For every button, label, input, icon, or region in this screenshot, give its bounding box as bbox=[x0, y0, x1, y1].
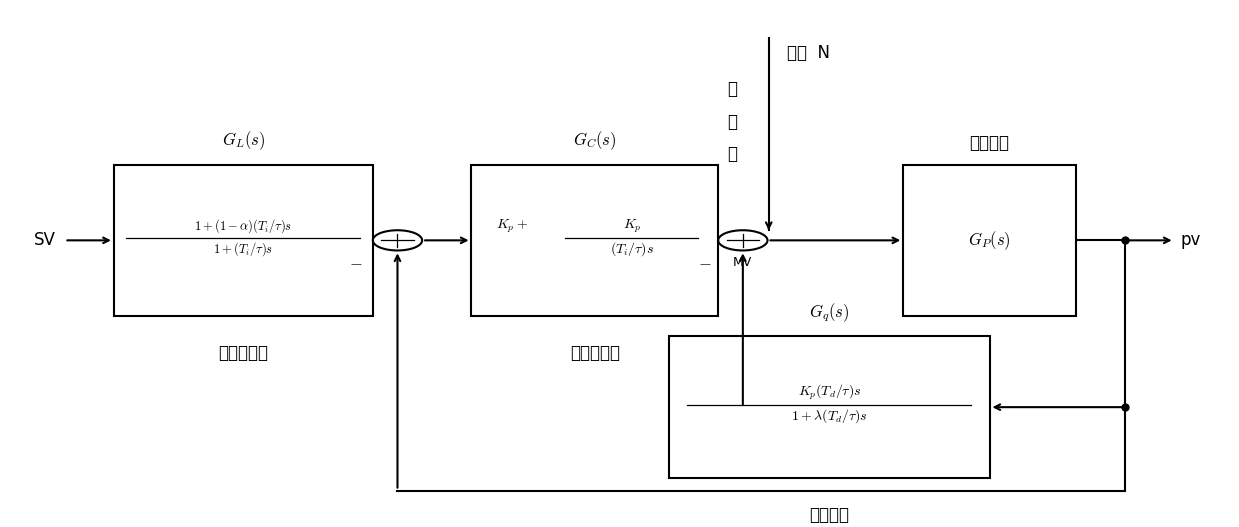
Bar bbox=[114, 164, 373, 316]
Text: $1+(T_i/\tau)s$: $1+(T_i/\tau)s$ bbox=[213, 240, 274, 258]
Text: 作: 作 bbox=[727, 113, 737, 131]
Text: 控制对象: 控制对象 bbox=[970, 134, 1010, 152]
Text: $1+(1-\alpha)(T_i/\tau)s$: $1+(1-\alpha)(T_i/\tau)s$ bbox=[195, 218, 292, 235]
Text: $G_P(s)$: $G_P(s)$ bbox=[968, 229, 1011, 252]
Bar bbox=[669, 336, 990, 478]
Text: $-$: $-$ bbox=[699, 253, 712, 271]
Text: SV: SV bbox=[33, 231, 56, 249]
Bar bbox=[903, 164, 1075, 316]
Text: $(T_i/\tau)s$: $(T_i/\tau)s$ bbox=[610, 240, 654, 258]
Text: 微分先行: 微分先行 bbox=[809, 506, 849, 524]
Text: $G_q(s)$: $G_q(s)$ bbox=[809, 301, 850, 324]
Text: $K_p +$: $K_p +$ bbox=[496, 218, 528, 235]
Text: $K_p$: $K_p$ bbox=[622, 218, 641, 235]
Text: 操: 操 bbox=[727, 80, 737, 97]
Text: MV: MV bbox=[733, 256, 752, 269]
Text: $G_L(s)$: $G_L(s)$ bbox=[222, 129, 265, 152]
Text: pv: pv bbox=[1181, 231, 1201, 249]
Circle shape bbox=[373, 230, 422, 250]
Text: 目标滤波器: 目标滤波器 bbox=[218, 344, 269, 362]
Bar bbox=[472, 164, 719, 316]
Text: $1+\lambda(T_d/\tau)s$: $1+\lambda(T_d/\tau)s$ bbox=[790, 407, 867, 425]
Circle shape bbox=[719, 230, 767, 250]
Text: 量: 量 bbox=[727, 145, 737, 163]
Text: $-$: $-$ bbox=[349, 253, 363, 271]
Text: 干扰  N: 干扰 N bbox=[787, 44, 830, 62]
Text: $K_p(T_d/\tau)s$: $K_p(T_d/\tau)s$ bbox=[798, 383, 861, 402]
Text: $G_C(s)$: $G_C(s)$ bbox=[572, 129, 617, 152]
Text: 比例＋积分: 比例＋积分 bbox=[570, 344, 620, 362]
